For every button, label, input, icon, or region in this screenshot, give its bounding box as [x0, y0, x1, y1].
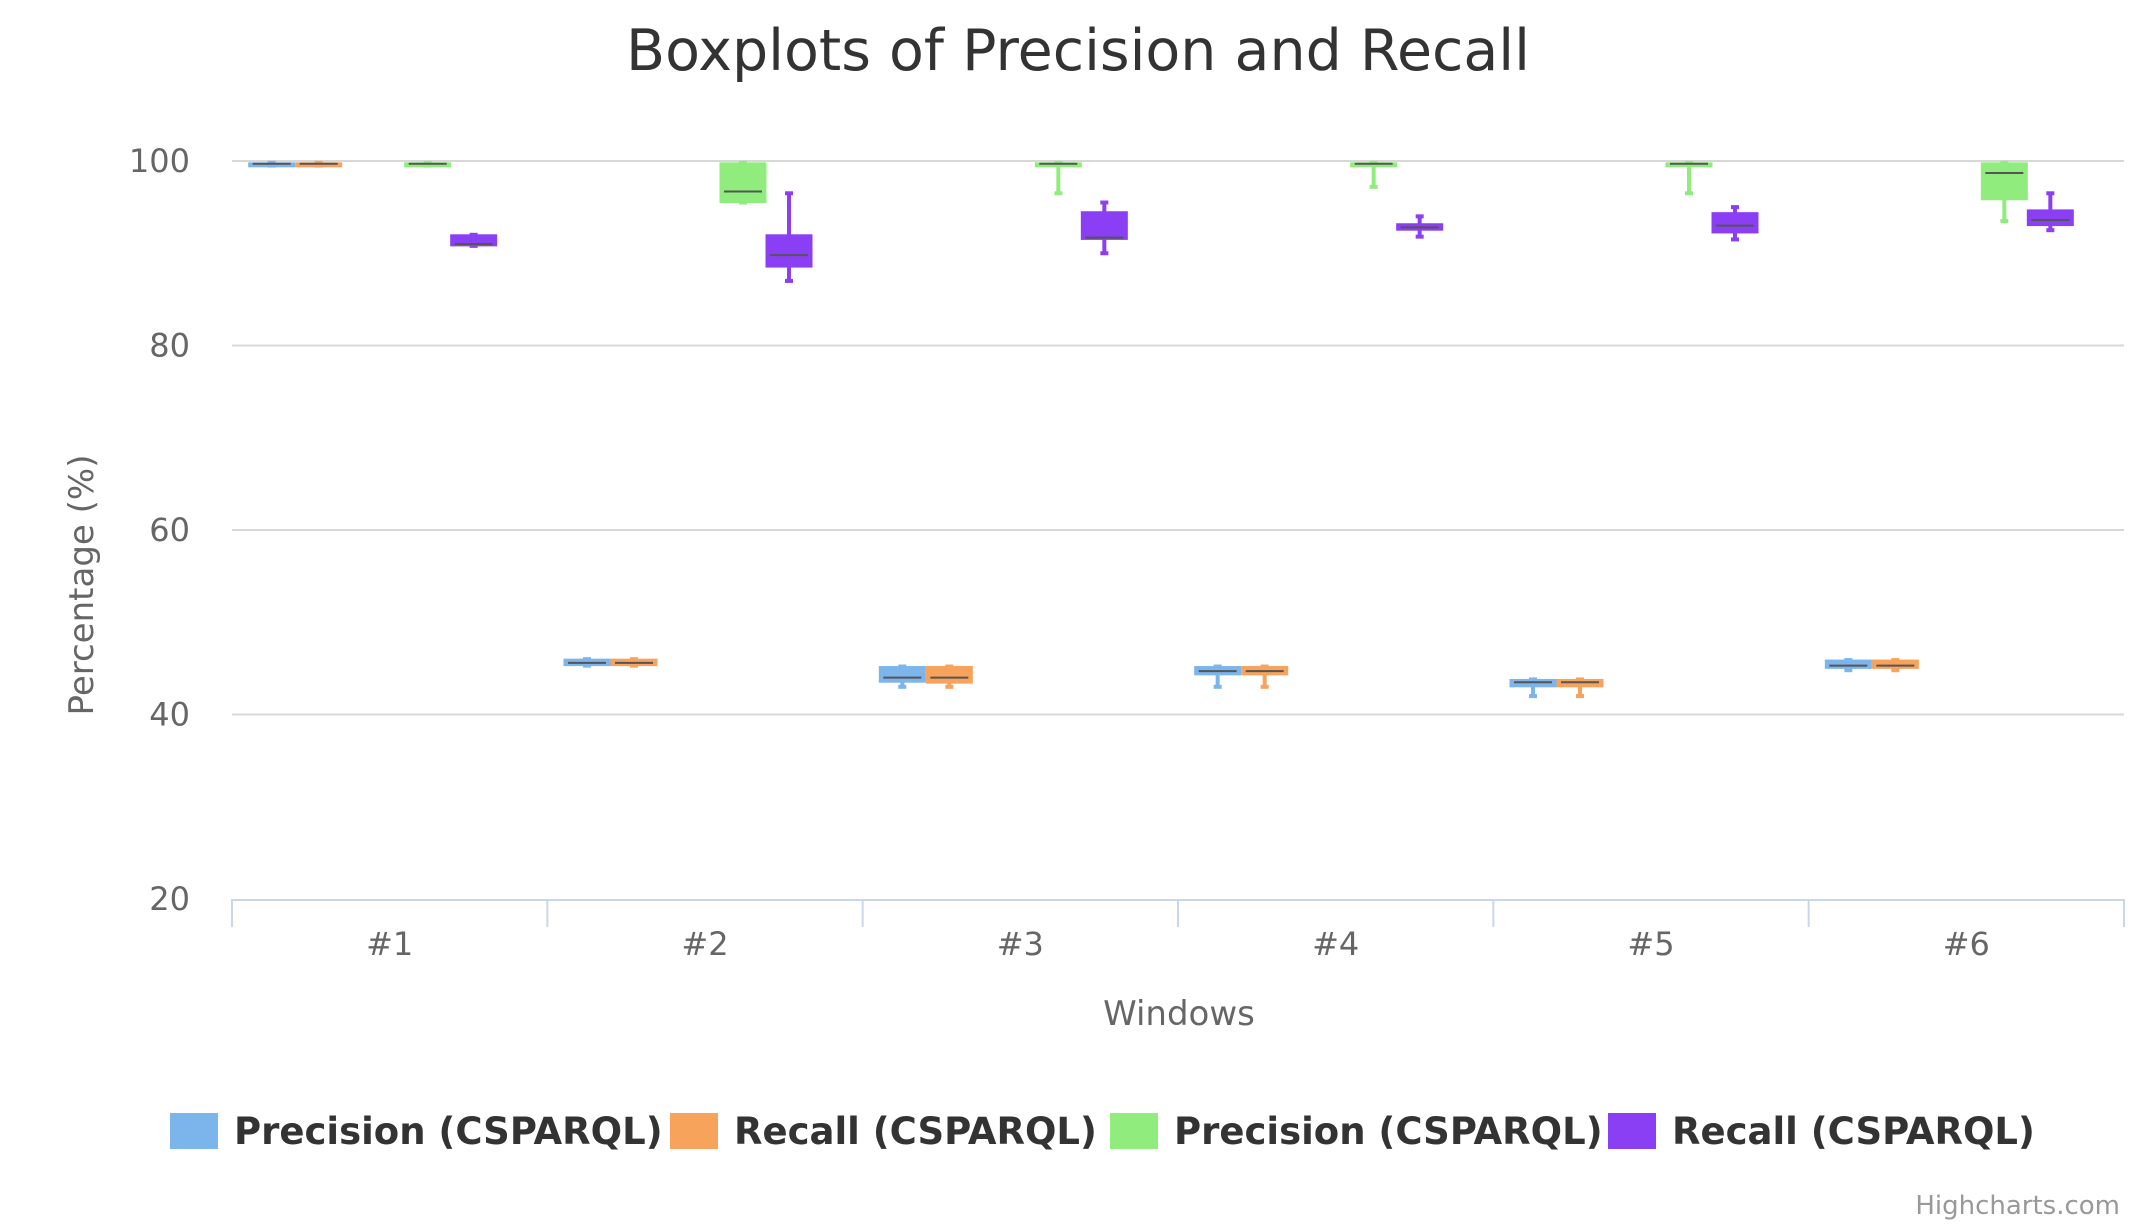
- legend-item[interactable]: Recall (CSPARQL): [670, 1110, 1097, 1153]
- x-tick-label: #1: [366, 925, 413, 963]
- box-rect: [450, 234, 498, 247]
- chart-title: Boxplots of Precision and Recall: [626, 18, 1530, 84]
- box-rect: [1080, 211, 1128, 240]
- legend-item[interactable]: Recall (CSPARQL): [1608, 1110, 2035, 1153]
- box-series: [248, 160, 1872, 699]
- box-point[interactable]: [1824, 658, 1872, 673]
- legend-swatch: [670, 1113, 718, 1149]
- legend-label: Precision (CSPARQL): [234, 1110, 663, 1153]
- box-rect: [1980, 162, 2028, 201]
- legend-label: Recall (CSPARQL): [734, 1110, 1097, 1153]
- legend-swatch: [1110, 1113, 1158, 1149]
- y-axis-tick-labels: 20 40 60 80 100: [129, 142, 190, 918]
- x-tick-label: #3: [997, 925, 1044, 963]
- y-tick-label: 40: [149, 696, 190, 734]
- box-point[interactable]: [450, 232, 498, 248]
- x-tick-label: #2: [681, 925, 728, 963]
- x-tick-label: #4: [1312, 925, 1359, 963]
- legend-item[interactable]: Precision (CSPARQL): [1110, 1110, 1603, 1153]
- box-point[interactable]: [404, 160, 452, 168]
- box-point[interactable]: [1509, 677, 1557, 699]
- box-point[interactable]: [1556, 677, 1604, 699]
- box-point[interactable]: [925, 664, 973, 689]
- box-point[interactable]: [1396, 214, 1444, 239]
- box-point[interactable]: [765, 191, 813, 283]
- box-series: [404, 160, 2028, 223]
- legend-swatch: [170, 1113, 218, 1149]
- box-point[interactable]: [1665, 160, 1713, 196]
- x-tick-label: #5: [1627, 925, 1674, 963]
- box-rect: [1824, 659, 1872, 669]
- grid-lines: [232, 160, 2124, 716]
- box-point[interactable]: [1034, 160, 1082, 196]
- box-point[interactable]: [1350, 160, 1398, 189]
- box-point[interactable]: [248, 160, 296, 168]
- box-series: [450, 191, 2074, 283]
- box-rect: [2026, 209, 2074, 227]
- box-rect: [765, 234, 813, 268]
- y-axis-title: Percentage (%): [62, 455, 102, 716]
- legend-label: Precision (CSPARQL): [1174, 1110, 1603, 1153]
- box-point[interactable]: [1080, 200, 1128, 256]
- x-axis: #1 #2 #3 #4 #5 #6: [231, 899, 2125, 963]
- y-tick-label: 60: [149, 511, 190, 549]
- box-point[interactable]: [295, 160, 343, 168]
- legend-label: Recall (CSPARQL): [1672, 1110, 2035, 1153]
- box-rect: [878, 666, 926, 683]
- y-tick-label: 100: [129, 142, 190, 180]
- box-point[interactable]: [1711, 205, 1759, 242]
- box-rect: [719, 162, 767, 204]
- box-point[interactable]: [563, 657, 611, 668]
- y-tick-label: 20: [149, 880, 190, 918]
- legend: Precision (CSPARQL) Recall (CSPARQL) Preci…: [170, 1110, 2035, 1153]
- box-rect: [1711, 212, 1759, 234]
- box-rect: [925, 666, 973, 684]
- box-point[interactable]: [878, 664, 926, 689]
- x-tick-label: #6: [1943, 925, 1990, 963]
- legend-item[interactable]: Precision (CSPARQL): [170, 1110, 663, 1153]
- legend-swatch: [1608, 1113, 1656, 1149]
- credits-link[interactable]: Highcharts.com: [1915, 1191, 2120, 1221]
- box-point[interactable]: [1194, 664, 1242, 689]
- y-tick-label: 80: [149, 327, 190, 365]
- box-point[interactable]: [610, 657, 658, 668]
- box-point[interactable]: [719, 160, 767, 205]
- box-series-group: [248, 160, 2074, 699]
- box-point[interactable]: [1980, 160, 2028, 223]
- box-series: [295, 160, 1919, 699]
- box-point[interactable]: [2026, 191, 2074, 233]
- box-point[interactable]: [1241, 664, 1289, 689]
- box-point[interactable]: [1871, 658, 1919, 673]
- x-axis-title: Windows: [1103, 994, 1255, 1034]
- box-rect: [1871, 659, 1919, 669]
